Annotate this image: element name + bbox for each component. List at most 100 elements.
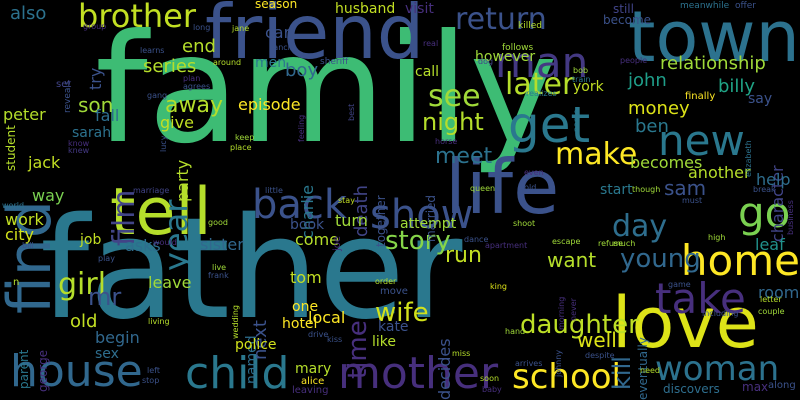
word-wedding: wedding xyxy=(231,305,240,339)
word-horse: horse xyxy=(435,137,458,146)
word-young: young xyxy=(620,244,701,274)
word-one: one xyxy=(292,299,319,315)
word-dog: dog xyxy=(478,57,494,66)
word-daughter: daughter xyxy=(520,310,639,340)
word-discovers: discovers xyxy=(663,382,720,396)
word-gold: gold xyxy=(519,183,537,192)
word-world: world xyxy=(2,201,25,210)
word-escape: escape xyxy=(552,237,581,246)
word-bill: bill xyxy=(22,241,34,250)
word-live: live xyxy=(212,263,227,272)
word-group: group xyxy=(83,22,107,31)
word-learns: learns xyxy=(140,46,165,55)
word-car: car xyxy=(265,23,291,42)
word-start: start xyxy=(600,182,633,198)
word-despite: despite xyxy=(585,351,615,360)
word-meet: meet xyxy=(435,144,493,169)
word-letter: letter xyxy=(760,295,782,304)
word-jane: jane xyxy=(232,24,250,33)
word-sheriff: sheriff xyxy=(320,57,349,67)
word-george: george xyxy=(36,349,50,392)
word-run: run xyxy=(445,243,482,268)
word-police: police xyxy=(235,337,277,353)
word-also: also xyxy=(10,3,47,24)
word-realizes: realizes xyxy=(526,89,557,98)
word-home: home xyxy=(680,236,800,285)
word-keep: keep xyxy=(235,133,255,142)
word-son: son xyxy=(78,93,114,117)
word-including: including xyxy=(702,309,739,318)
word-local: local xyxy=(308,308,346,327)
word-town: town xyxy=(628,0,800,78)
word-wife: wife xyxy=(375,298,429,328)
word-father: father xyxy=(40,188,463,351)
word-kate: kate xyxy=(378,319,409,335)
word-life: life xyxy=(445,143,560,231)
word-frank: frank xyxy=(208,271,229,280)
word-well: well xyxy=(577,328,617,352)
word-asks: asks xyxy=(125,236,161,255)
word-hand: hand xyxy=(505,327,526,336)
word-husband: husband xyxy=(335,1,396,17)
word-miss: miss xyxy=(452,349,471,358)
word-plan: plan xyxy=(183,74,201,83)
word-billy: billy xyxy=(718,76,756,97)
word-mary: mary xyxy=(295,361,332,377)
word-arrives: arrives xyxy=(515,359,543,368)
word-help: help xyxy=(756,170,791,189)
word-elizabeth: elizabeth xyxy=(744,140,753,177)
word-another: another xyxy=(688,163,751,182)
word-want: want xyxy=(547,248,597,272)
word-play: play xyxy=(98,254,115,263)
word-though: though xyxy=(632,185,661,194)
word-later: later xyxy=(505,67,575,102)
word-however: however xyxy=(475,49,536,65)
word-queen: queen xyxy=(470,184,496,193)
word-n: n xyxy=(13,277,20,288)
word-give: give xyxy=(160,113,194,132)
word-try: try xyxy=(86,67,105,90)
word-follows: follows xyxy=(502,43,534,53)
word-time: time xyxy=(343,320,373,379)
word-take: take xyxy=(655,274,746,323)
word-year: year xyxy=(157,199,195,271)
word-episode: episode xyxy=(238,95,301,114)
word-child: child xyxy=(185,348,290,399)
word-season: season xyxy=(255,0,298,11)
word-away: away xyxy=(165,93,223,118)
word-room: room xyxy=(758,283,800,302)
word-end: end xyxy=(182,36,216,57)
word-man: man xyxy=(495,38,589,87)
word-ben: ben xyxy=(635,116,669,137)
word-refuse: refuse xyxy=(598,239,624,248)
word-meanwhile: meanwhile xyxy=(680,1,730,11)
word-girl: girl xyxy=(58,267,107,302)
word-make: make xyxy=(555,137,638,172)
word-decides: decides xyxy=(435,338,454,400)
word-book: book xyxy=(290,217,325,233)
word-relationship: relationship xyxy=(660,53,766,74)
word-boy: boy xyxy=(285,60,319,81)
word-visit: visit xyxy=(405,1,434,17)
word-morning: morning xyxy=(557,296,566,330)
word-sam: sam xyxy=(664,176,707,200)
word-school: school xyxy=(512,357,622,397)
word-old: old xyxy=(70,311,98,332)
word-mother: mother xyxy=(338,348,499,399)
word-tell: tell xyxy=(110,175,212,250)
word-train: train xyxy=(572,75,591,84)
word-set: set xyxy=(56,79,72,90)
word-stop: stop xyxy=(142,376,160,385)
word-high: high xyxy=(708,233,726,242)
word-john: john xyxy=(628,70,667,91)
word-business: business xyxy=(786,200,795,235)
word-parent: parent xyxy=(17,349,31,389)
word-around: around xyxy=(213,58,242,67)
word-attempt: attempt xyxy=(400,216,457,232)
word-shoot: shoot xyxy=(513,219,536,228)
word-money: money xyxy=(628,98,690,119)
word-job: job xyxy=(80,232,102,248)
word-knew: knew xyxy=(68,146,90,155)
word-woman: woman xyxy=(655,349,780,389)
